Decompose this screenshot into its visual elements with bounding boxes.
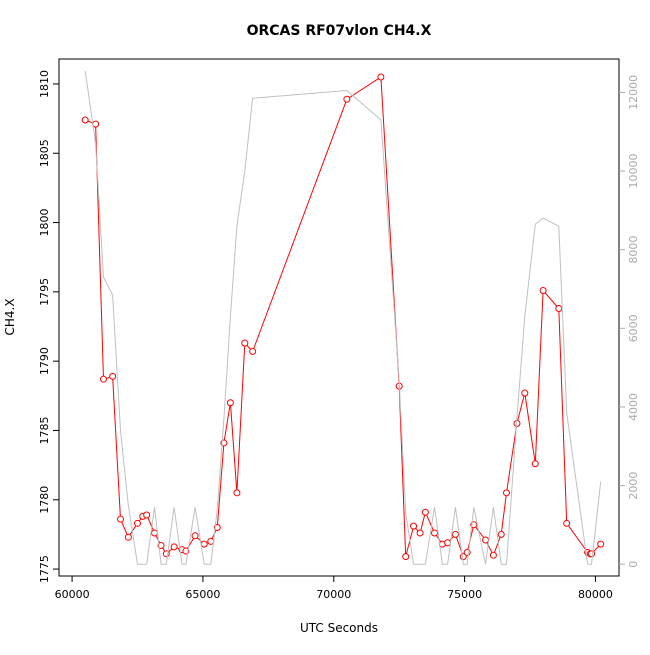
y-tick-label-left-3: 1790	[38, 347, 51, 375]
data-point-24	[343, 95, 351, 103]
data-point-46	[555, 304, 563, 312]
x-tick-label-1: 65000	[185, 588, 220, 601]
y-tick-label-left-1: 1780	[38, 486, 51, 514]
secondary-series-line	[84, 70, 602, 565]
data-point-4	[116, 515, 124, 523]
data-point-36	[463, 548, 471, 556]
y-tick-label-left-0: 1775	[38, 555, 51, 583]
x-tick-label-3: 75000	[447, 588, 482, 601]
data-point-29	[416, 529, 424, 537]
data-point-47	[563, 519, 571, 527]
series-layer	[81, 70, 605, 565]
y-tick-label-left-5: 1800	[38, 209, 51, 237]
plot-frame	[58, 58, 620, 577]
data-point-41	[502, 489, 510, 497]
data-point-25	[377, 73, 385, 81]
x-axis-label: UTC Seconds	[300, 621, 378, 635]
y-tick-label-left-6: 1805	[38, 139, 51, 167]
data-point-0	[81, 116, 89, 124]
primary-series-line	[85, 76, 602, 558]
data-point-38	[482, 536, 490, 544]
data-point-20	[226, 399, 234, 407]
data-point-12	[170, 543, 178, 551]
y-tick-label-right-6: 12000	[627, 75, 640, 110]
data-point-44	[531, 460, 539, 468]
x-tick-label-2: 70000	[316, 588, 351, 601]
y-tick-label-left-4: 1795	[38, 278, 51, 306]
data-point-51	[597, 540, 605, 548]
data-point-30	[421, 508, 429, 516]
data-point-39	[489, 551, 497, 559]
data-point-22	[241, 339, 249, 347]
y-axis-label: CH4.X	[3, 298, 17, 335]
y-tick-label-right-0: 0	[627, 561, 640, 568]
y-tick-label-right-1: 2000	[627, 472, 640, 500]
data-point-43	[521, 389, 529, 397]
data-point-21	[233, 489, 241, 497]
data-point-33	[444, 539, 452, 547]
y-tick-label-right-2: 4000	[627, 393, 640, 421]
x-tick-label-0: 60000	[55, 588, 90, 601]
data-point-2	[99, 375, 107, 383]
y-tick-label-left-7: 1810	[38, 70, 51, 98]
data-point-3	[109, 372, 117, 380]
data-point-6	[134, 519, 142, 527]
data-point-31	[431, 529, 439, 537]
y-axis-left: 1775 1780 1785 1790 1795 1800 1805 1810	[38, 70, 59, 583]
data-point-9	[151, 529, 159, 537]
y-tick-label-left-2: 1785	[38, 416, 51, 444]
chart-title: ORCAS RF07vlon CH4.X	[247, 23, 432, 39]
data-point-16	[200, 540, 208, 548]
data-point-45	[539, 286, 547, 294]
data-point-28	[410, 522, 418, 530]
x-tick-label-4: 80000	[578, 588, 613, 601]
data-point-40	[497, 530, 505, 538]
data-point-15	[191, 532, 199, 540]
y-tick-label-right-3: 6000	[627, 314, 640, 342]
data-point-5	[124, 533, 132, 541]
y-tick-label-right-5: 10000	[627, 154, 640, 189]
y-axis-right: 0 2000 4000 6000 8000 10000 12000	[619, 75, 640, 568]
data-point-23	[249, 347, 257, 355]
data-point-34	[451, 530, 459, 538]
data-point-50	[588, 550, 596, 558]
data-point-27	[402, 553, 410, 561]
y-tick-label-right-4: 8000	[627, 236, 640, 264]
data-point-8	[143, 511, 151, 519]
x-axis: 60000 65000 70000 75000 80000	[55, 576, 613, 601]
